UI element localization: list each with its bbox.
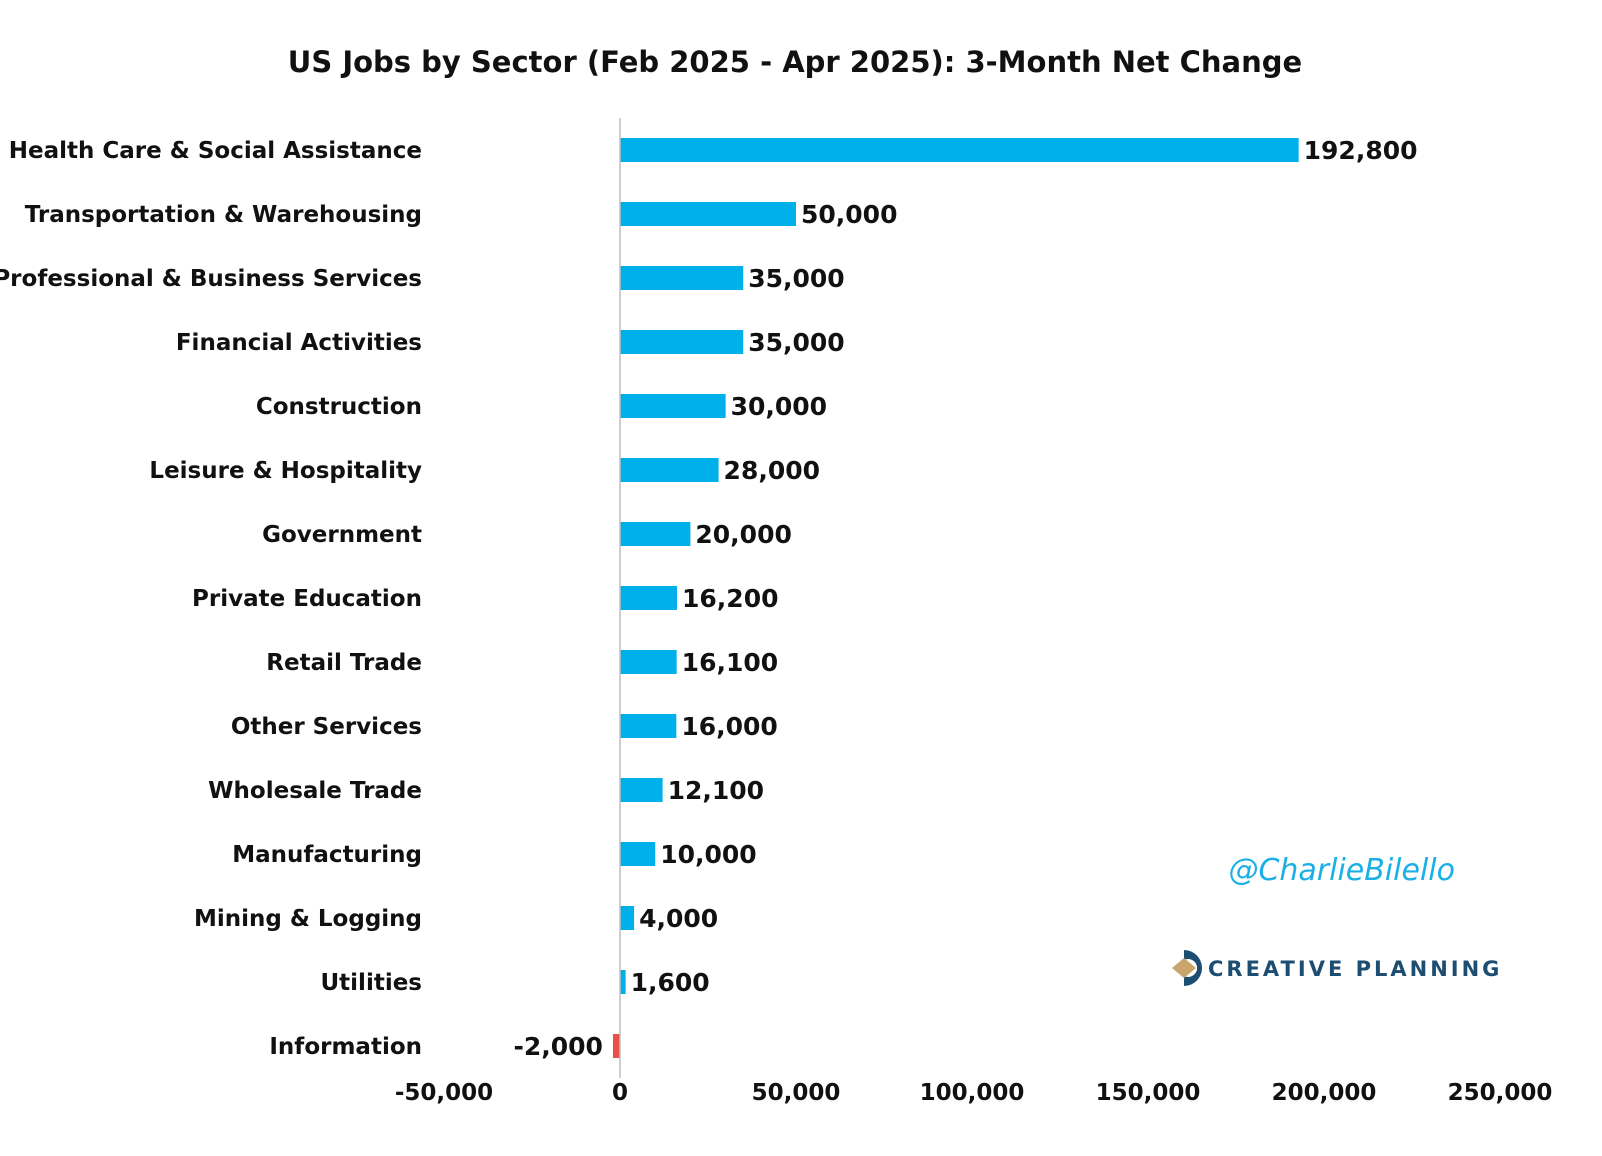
brand-name: CREATIVE PLANNING bbox=[1208, 957, 1502, 981]
x-axis-ticks: -50,000 0 50,000 100,000 150,000 200,000 250,0… bbox=[395, 1080, 1553, 1106]
category-label: Private Education bbox=[192, 586, 422, 612]
category-label: Leisure & Hospitality bbox=[149, 458, 422, 484]
category-label: Professional & Business Services bbox=[0, 266, 422, 292]
value-label: -2,000 bbox=[514, 1032, 603, 1061]
x-tick-label: 50,000 bbox=[752, 1080, 841, 1106]
x-tick-label: 0 bbox=[612, 1080, 628, 1106]
bar bbox=[620, 138, 1299, 162]
x-tick-label: 200,000 bbox=[1272, 1080, 1377, 1106]
value-label: 16,100 bbox=[682, 648, 778, 677]
value-label: 20,000 bbox=[695, 520, 791, 549]
bar bbox=[612, 1034, 620, 1058]
value-labels: 192,800 50,000 35,000 35,000 30,000 28,000 20,… bbox=[514, 136, 1418, 1061]
bar bbox=[620, 522, 691, 546]
category-label: Other Services bbox=[231, 714, 422, 740]
bar bbox=[620, 458, 719, 482]
bar bbox=[620, 970, 626, 994]
category-label: Mining & Logging bbox=[194, 906, 422, 932]
category-label: Retail Trade bbox=[266, 650, 422, 676]
value-label: 4,000 bbox=[639, 904, 718, 933]
bar bbox=[620, 714, 677, 738]
value-label: 50,000 bbox=[801, 200, 897, 229]
bar bbox=[620, 842, 656, 866]
value-label: 10,000 bbox=[660, 840, 756, 869]
x-tick-label: -50,000 bbox=[395, 1080, 493, 1106]
value-label: 12,100 bbox=[668, 776, 764, 805]
bar bbox=[620, 330, 744, 354]
value-label: 30,000 bbox=[731, 392, 827, 421]
bar bbox=[620, 266, 744, 290]
value-label: 28,000 bbox=[724, 456, 820, 485]
creative-planning-c-icon bbox=[1172, 950, 1202, 986]
bar bbox=[620, 586, 678, 610]
bar bbox=[620, 394, 726, 418]
category-label: Government bbox=[262, 522, 422, 548]
category-label: Utilities bbox=[321, 970, 423, 996]
watermark-handle: @CharlieBilello bbox=[1228, 853, 1455, 888]
category-label: Health Care & Social Assistance bbox=[9, 138, 422, 164]
bar bbox=[620, 906, 635, 930]
bar bbox=[620, 778, 663, 802]
value-label: 16,200 bbox=[682, 584, 778, 613]
value-label: 35,000 bbox=[748, 328, 844, 357]
value-label: 192,800 bbox=[1304, 136, 1418, 165]
value-label: 1,600 bbox=[631, 968, 710, 997]
bar bbox=[620, 202, 796, 226]
category-label: Information bbox=[269, 1034, 422, 1060]
category-label: Transportation & Warehousing bbox=[25, 202, 422, 228]
bar bbox=[620, 650, 677, 674]
category-label: Financial Activities bbox=[176, 330, 422, 356]
x-tick-label: 150,000 bbox=[1096, 1080, 1201, 1106]
x-tick-label: 250,000 bbox=[1448, 1080, 1553, 1106]
bars-group bbox=[612, 138, 1299, 1058]
category-label: Wholesale Trade bbox=[208, 778, 422, 804]
chart-title: US Jobs by Sector (Feb 2025 - Apr 2025):… bbox=[288, 45, 1302, 79]
category-label: Construction bbox=[256, 394, 422, 420]
value-label: 16,000 bbox=[681, 712, 777, 741]
x-tick-label: 100,000 bbox=[920, 1080, 1025, 1106]
category-label: Manufacturing bbox=[232, 842, 422, 868]
category-labels: Health Care & Social Assistance Transport… bbox=[0, 138, 422, 1060]
creative-planning-logo: CREATIVE PLANNING bbox=[1172, 950, 1502, 986]
value-label: 35,000 bbox=[748, 264, 844, 293]
